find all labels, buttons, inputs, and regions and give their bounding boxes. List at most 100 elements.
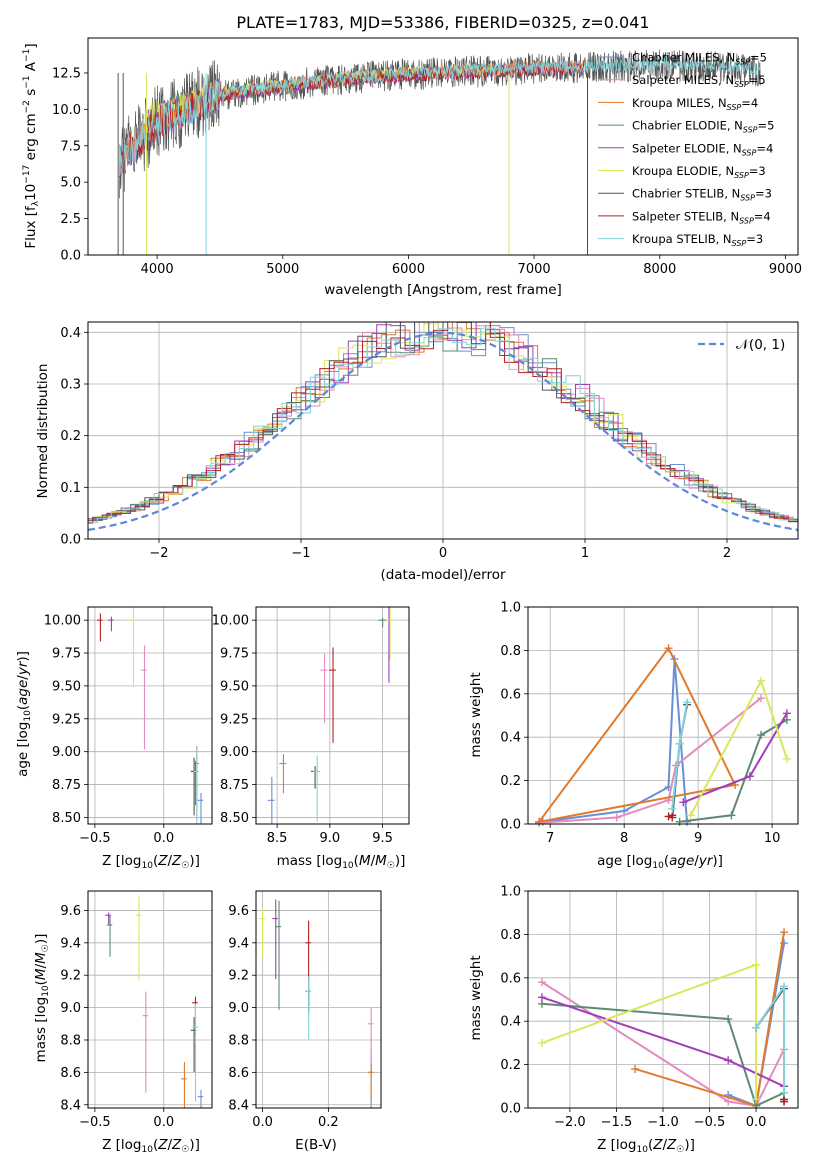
y-tick-label: 9.75	[220, 647, 249, 662]
x-tick-label: −0.5	[79, 831, 111, 846]
y-tick-label: 9.0	[228, 1001, 249, 1016]
y-tick-label: 9.00	[220, 745, 249, 760]
axes-frame	[255, 890, 382, 1109]
y-tick-label: 9.00	[52, 745, 81, 760]
y-tick-label: 9.4	[228, 936, 249, 951]
weight-marker	[537, 978, 546, 987]
weight-marker	[745, 772, 754, 781]
axes-frame	[87, 606, 213, 825]
y-tick-label: 9.75	[52, 647, 81, 662]
z-massweight-xlabel: Z [log10(Z/Z☉)]	[597, 1137, 695, 1155]
weight-series-line	[679, 718, 788, 823]
y-tick-label: 8.50	[52, 811, 81, 826]
y-tick-label: 1.0	[500, 601, 521, 616]
y-tick-label: 0.0	[500, 1102, 521, 1117]
x-tick-label: 8.5	[267, 831, 288, 846]
x-tick-label: 0.0	[153, 831, 174, 846]
mass-age-plot: 8.5 9.0 9.5 8.50 8.75 9.00 9.25 9.50 9.75 10.00	[212, 606, 410, 846]
y-tick-label: 9.0	[60, 1001, 81, 1016]
z-age-xlabel: Z [log10(Z/Z☉)]	[102, 853, 200, 871]
axes-frame	[527, 606, 799, 825]
y-tick-label: 0.4	[60, 326, 81, 341]
plot-area	[88, 891, 212, 1108]
x-tick-label: 4000	[141, 262, 174, 277]
weight-marker	[679, 798, 688, 807]
legend-entry: Salpeter MILES, NSSP=5	[632, 73, 766, 89]
weight-marker	[537, 1038, 546, 1047]
y-tick-label: 8.8	[228, 1033, 249, 1048]
y-tick-label: 9.6	[228, 904, 249, 919]
y-tick-label: 0.3	[60, 378, 81, 393]
x-tick-label: 7000	[518, 262, 551, 277]
x-tick-label: −0.5	[694, 1115, 726, 1130]
x-tick-label: 1	[581, 546, 589, 561]
y-tick-label: 0.4	[500, 1015, 521, 1030]
legend-entry: Chabrier ELODIE, NSSP=5	[632, 119, 774, 135]
weight-marker	[757, 694, 766, 703]
weight-marker	[675, 739, 684, 748]
y-tick-label: 9.50	[220, 679, 249, 694]
z-mass-ylabel: mass [log10(M/M☉)]	[33, 934, 51, 1063]
histogram-series-step	[88, 327, 798, 523]
weight-marker	[537, 993, 546, 1002]
y-tick-label: 0.6	[500, 971, 521, 986]
plot-area	[88, 607, 212, 824]
weight-marker	[752, 1023, 761, 1032]
x-tick-label: 2	[723, 546, 731, 561]
y-tick-label: 9.25	[52, 712, 81, 727]
legend-entry: Chabrier STELIB, NSSP=3	[632, 187, 772, 203]
axes-frame	[87, 37, 799, 256]
weight-marker	[780, 982, 789, 991]
legend-entry: Kroupa MILES, NSSP=4	[632, 96, 758, 112]
plot-area	[256, 891, 381, 1108]
y-tick-label: 8.4	[60, 1098, 81, 1113]
histogram-xlabel: (data-model)/error	[380, 567, 506, 583]
x-tick-label: −1.0	[647, 1115, 679, 1130]
x-tick-label: −0.5	[79, 1115, 111, 1130]
weight-marker	[780, 1088, 789, 1097]
ebv-mass-xlabel: E(B-V)	[295, 1137, 337, 1153]
y-tick-label: 9.25	[220, 712, 249, 727]
y-tick-label: 0.8	[500, 644, 521, 659]
weight-marker	[780, 1097, 789, 1106]
y-tick-label: 5.0	[60, 176, 81, 191]
y-tick-label: 0.0	[500, 818, 521, 833]
y-tick-label: 0.0	[60, 533, 81, 548]
y-tick-label: 0.1	[60, 481, 81, 496]
x-tick-label: 9.5	[372, 831, 393, 846]
z-massweight-plot: −2.0 −1.5 −1.0 −0.5 0.0 0.0 0.2 0.4 0.6 0.8 1.0	[500, 885, 799, 1130]
y-tick-label: 8.4	[228, 1098, 249, 1113]
y-tick-label: 0.0	[60, 249, 81, 264]
spectrum-plot: 4000 5000 6000 7000 8000 9000 0.0 2.5 5.0 7.5 10.0…	[52, 37, 802, 277]
weight-marker	[727, 811, 736, 820]
y-tick-label: 8.6	[228, 1066, 249, 1081]
spectrum-series-line	[119, 57, 761, 177]
x-tick-label: 6000	[392, 262, 425, 277]
weight-marker	[664, 812, 673, 821]
x-tick-label: 0.0	[252, 1115, 273, 1130]
y-tick-label: 9.2	[228, 969, 249, 984]
z-age-plot: −0.5 0.0 8.50 8.75 9.00 9.25 9.50 9.75 10.00	[44, 606, 213, 846]
residual-histogram-plot: −2 −1 0 1 2 0.0 0.1 0.2 0.3 0.4 𝒩(0, 1)	[60, 321, 799, 561]
weight-marker	[631, 1064, 640, 1073]
x-tick-label: 0.2	[318, 1115, 339, 1130]
weight-marker	[782, 754, 791, 763]
y-tick-label: 10.00	[44, 614, 81, 629]
ebv-mass-plot: 0.0 0.2 8.4 8.6 8.8 9.0 9.2 9.4 9.6	[228, 890, 382, 1130]
plot-area	[528, 607, 798, 824]
weight-marker	[620, 806, 629, 815]
y-tick-label: 7.5	[60, 139, 81, 154]
x-tick-label: −2	[149, 546, 168, 561]
z-mass-xlabel: Z [log10(Z/Z☉)]	[102, 1137, 200, 1155]
weight-marker	[724, 1097, 733, 1106]
y-tick-label: 10.0	[52, 103, 81, 118]
legend-entry: Kroupa ELODIE, NSSP=3	[632, 164, 766, 180]
histogram-series-step	[88, 322, 798, 524]
x-tick-label: 0	[439, 546, 447, 561]
y-tick-label: 1.0	[500, 885, 521, 900]
weight-marker	[686, 811, 695, 820]
weight-series-line	[538, 646, 737, 823]
y-tick-label: 9.4	[60, 936, 81, 951]
axes-frame	[87, 321, 799, 540]
